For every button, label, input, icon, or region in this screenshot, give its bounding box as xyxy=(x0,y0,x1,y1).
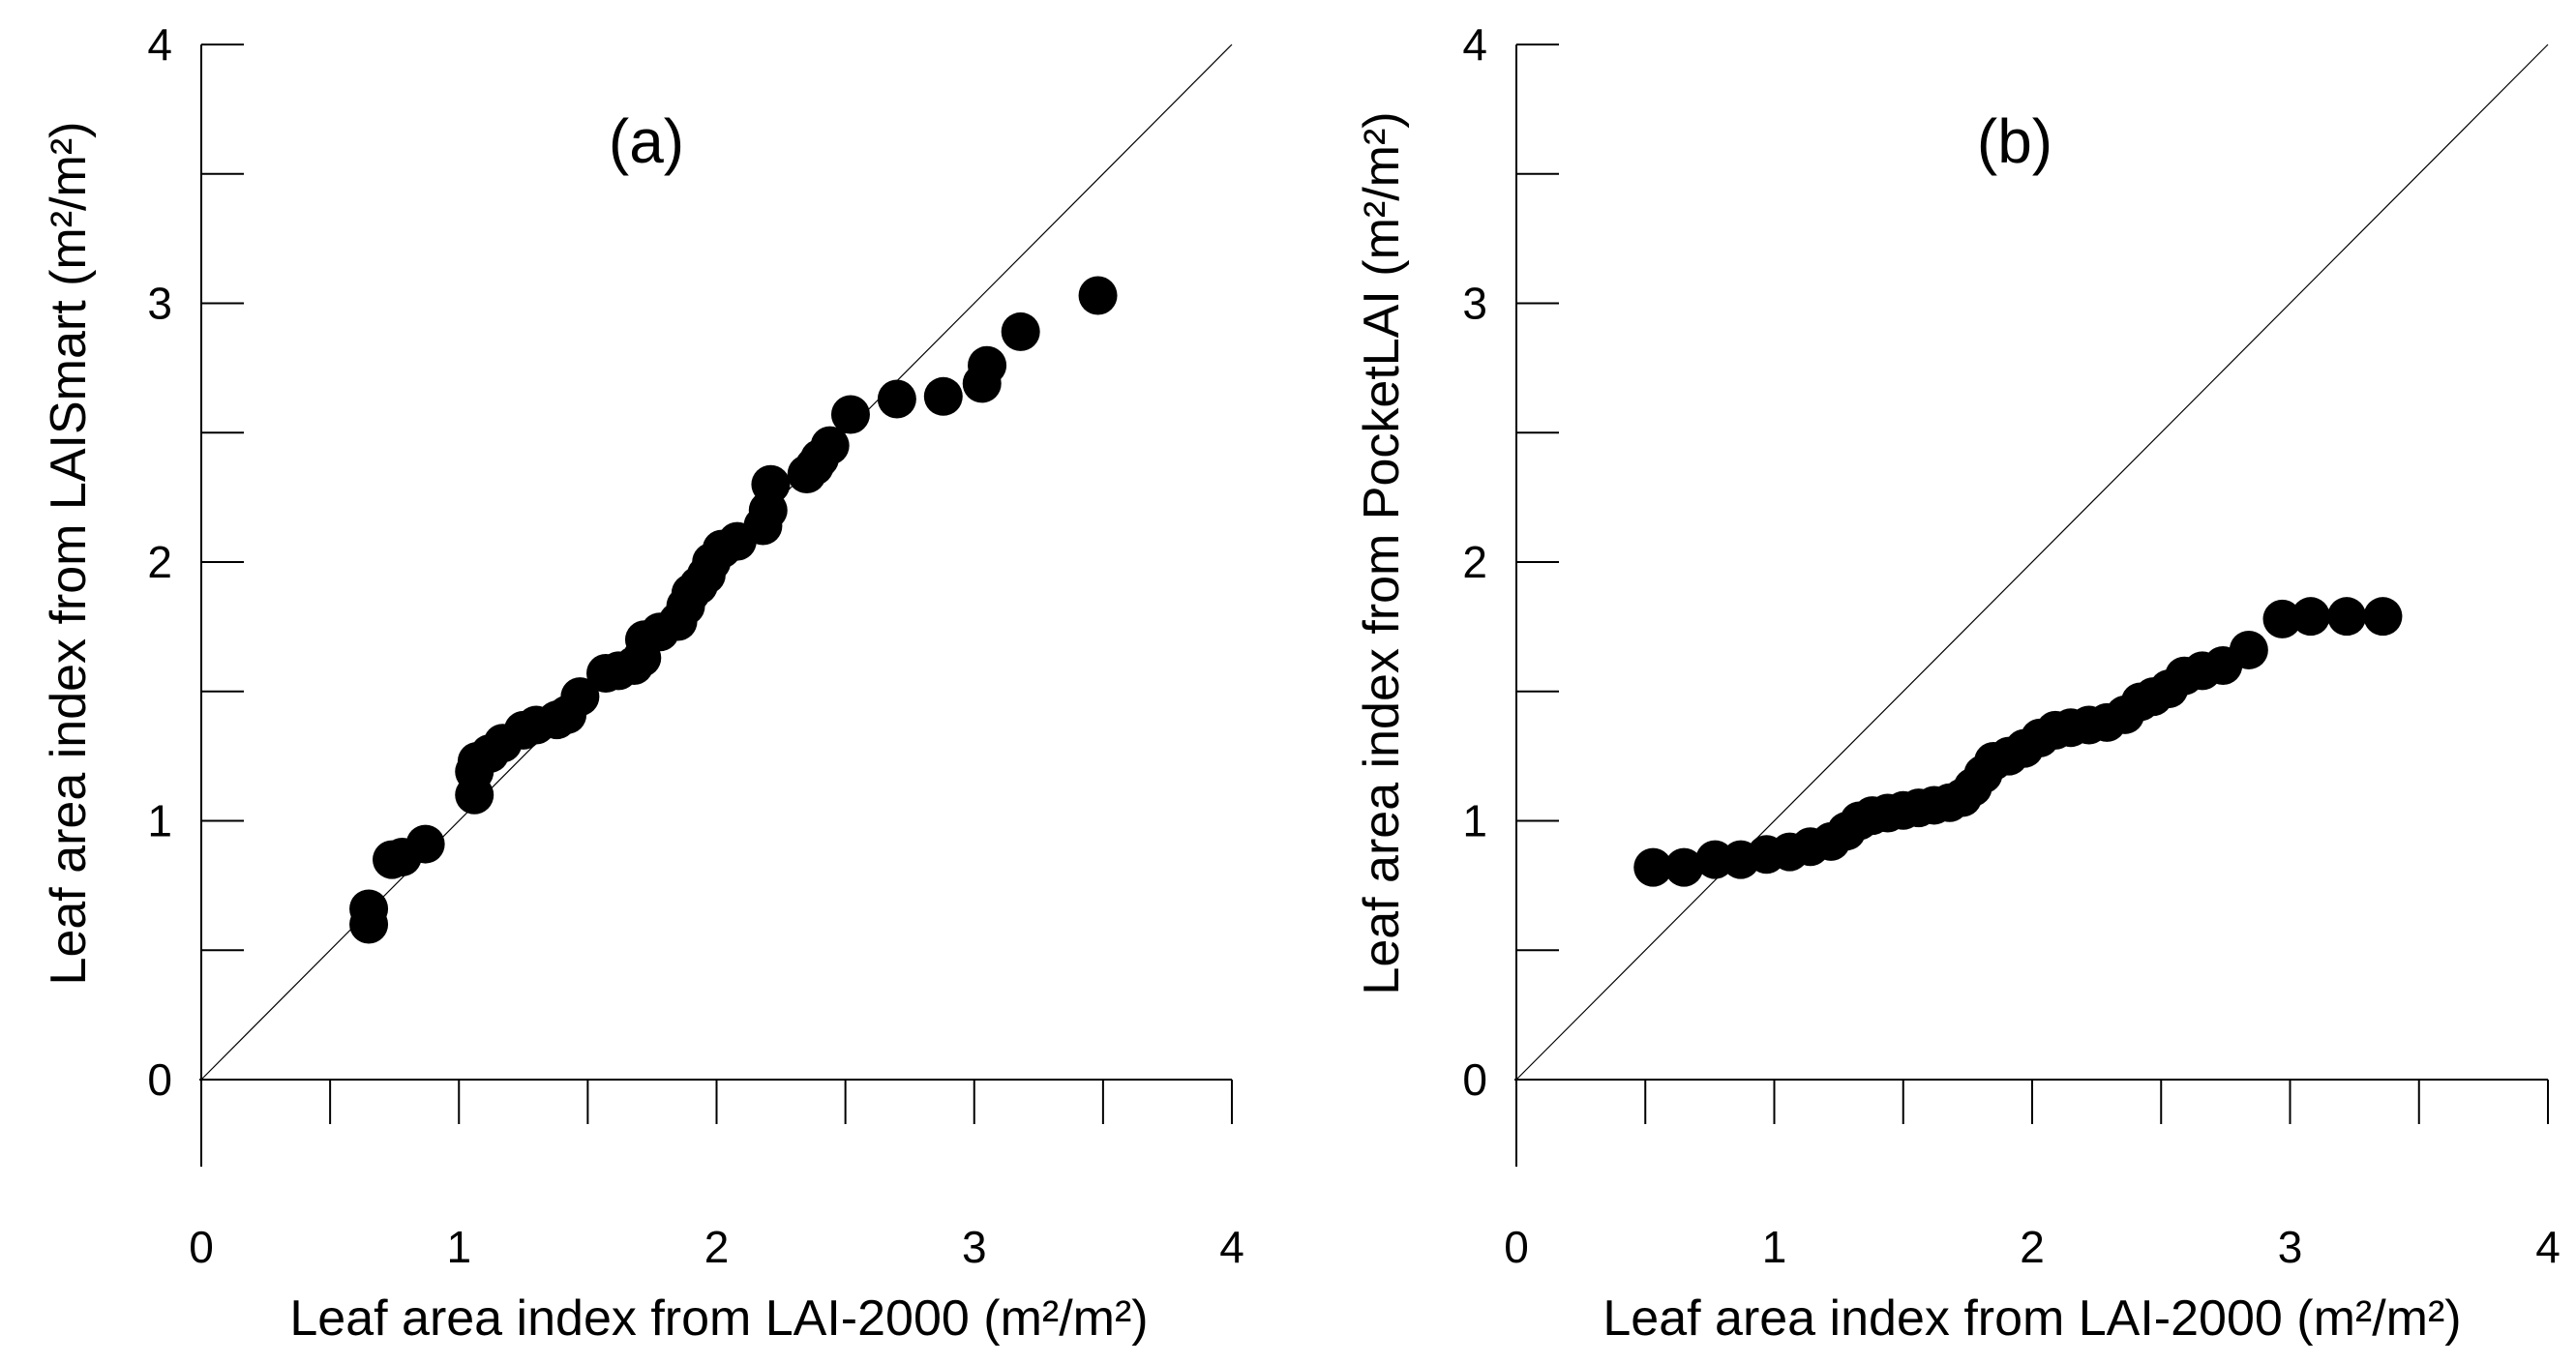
axis-ticks-b: 0 1 2 3 4 0 1 2 3 4 xyxy=(1462,19,2560,1272)
y-tick-label-a: 2 xyxy=(147,537,172,587)
data-point-b xyxy=(2363,597,2403,637)
y-tick-label-b: 0 xyxy=(1462,1054,1487,1105)
y-tick-label-a: 4 xyxy=(147,19,172,70)
x-tick-label-b: 2 xyxy=(2020,1222,2045,1272)
data-point-a xyxy=(923,376,963,416)
y-tick-label-b: 4 xyxy=(1462,19,1487,70)
data-point-b xyxy=(2291,597,2330,637)
axis-ticks-a: 0 1 2 3 4 0 1 2 3 4 xyxy=(147,19,1243,1272)
data-point-a xyxy=(830,395,870,434)
x-tick-label-a: 0 xyxy=(189,1222,214,1272)
x-axis-title-a: Leaf area index from LAI-2000 (m²/m²) xyxy=(289,1290,1148,1347)
x-tick-label-a: 3 xyxy=(962,1222,987,1272)
data-point-a xyxy=(1001,311,1040,351)
y-tick-label-a: 0 xyxy=(147,1054,172,1105)
data-point-a xyxy=(877,379,916,419)
x-tick-label-b: 3 xyxy=(2278,1222,2303,1272)
data-point-b xyxy=(1633,847,1673,887)
data-points-b xyxy=(1633,597,2403,887)
scatter-panel-b: (b) Leaf area index from LAI-2000 (m²/m²… xyxy=(1354,19,2561,1347)
x-axis-title-b: Leaf area index from LAI-2000 (m²/m²) xyxy=(1603,1290,2461,1347)
data-point-b xyxy=(1664,847,1704,887)
x-tick-label-b: 4 xyxy=(2535,1222,2561,1272)
x-tick-label-b: 0 xyxy=(1504,1222,1529,1272)
y-axis-title-b: Leaf area index from PocketLAI (m²/m²) xyxy=(1354,111,1410,994)
y-tick-label-b: 1 xyxy=(1462,796,1487,846)
data-point-a xyxy=(810,426,850,465)
y-tick-label-a: 1 xyxy=(147,796,172,846)
x-tick-label-a: 4 xyxy=(1219,1222,1244,1272)
data-point-a xyxy=(751,464,791,504)
data-points-a xyxy=(349,276,1118,944)
y-tick-label-b: 3 xyxy=(1462,279,1487,329)
x-tick-label-b: 1 xyxy=(1762,1222,1787,1272)
data-point-b xyxy=(2229,630,2268,669)
y-tick-label-a: 3 xyxy=(147,279,172,329)
panel-label-a: (a) xyxy=(609,106,684,176)
data-point-a xyxy=(1078,276,1118,315)
data-point-a xyxy=(405,824,445,864)
x-tick-label-a: 2 xyxy=(704,1222,730,1272)
scatter-panel-a: (a) Leaf area index from LAI-2000 (m²/m²… xyxy=(41,19,1244,1347)
x-tick-label-a: 1 xyxy=(446,1222,471,1272)
y-tick-label-b: 2 xyxy=(1462,537,1487,587)
y-axis-title-a: Leaf area index from LAISmart (m²/m²) xyxy=(41,122,97,986)
data-point-b xyxy=(2327,597,2367,637)
data-point-a xyxy=(349,889,389,929)
data-point-a xyxy=(968,345,1007,385)
data-point-a xyxy=(560,677,600,717)
panel-label-b: (b) xyxy=(1977,106,2052,176)
one-to-one-line-b xyxy=(1515,44,2549,1081)
data-point-b xyxy=(2262,599,2302,638)
